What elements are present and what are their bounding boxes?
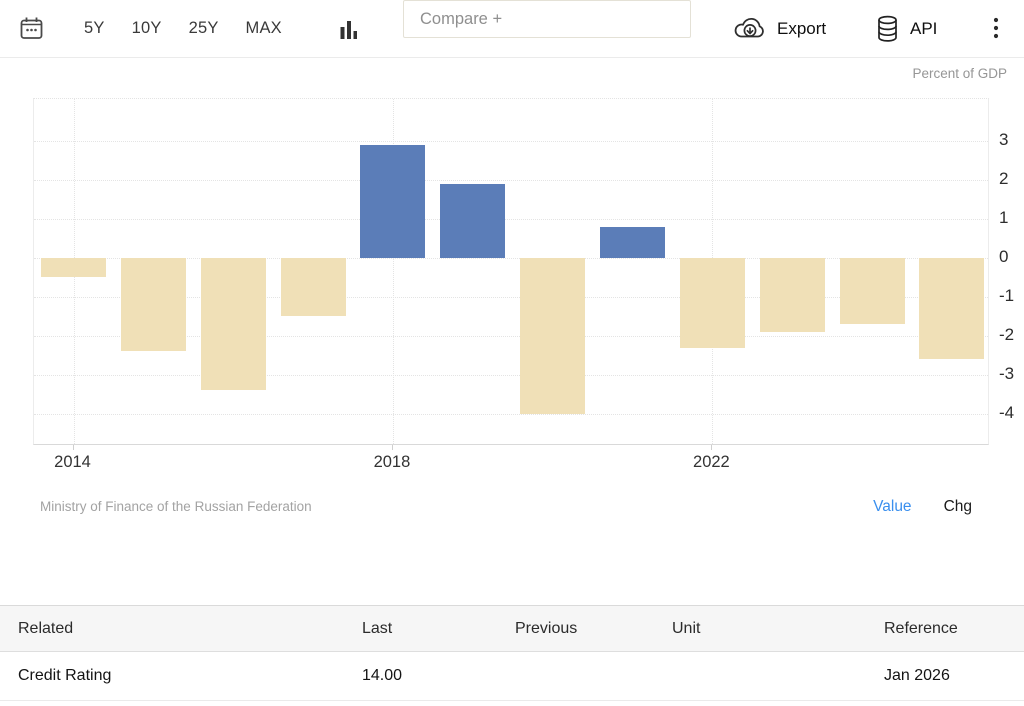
gridline-y-3: [34, 141, 988, 143]
bar-2016[interactable]: [200, 258, 266, 391]
x-axis-tick-2018: 2018: [373, 453, 411, 471]
compare-input[interactable]: [403, 0, 691, 38]
api-label: API: [910, 18, 938, 38]
y-axis-tick--3: -3: [999, 363, 1015, 383]
y-axis-tick--2: -2: [999, 324, 1015, 344]
chart-card: Percent of GDP Ministry of Finance of th…: [0, 58, 1024, 548]
related-table: Related Last Previous Unit Reference Cre…: [0, 605, 1024, 701]
cell-last: 14.00: [362, 667, 403, 684]
chart-toolbar: 5Y 10Y 25Y MAX: [0, 0, 1024, 58]
kebab-menu-icon: [990, 16, 1002, 42]
more-options-button[interactable]: [990, 16, 1002, 42]
gridline-y--3: [34, 374, 988, 376]
col-header-reference: Reference: [884, 619, 958, 637]
calendar-icon: [18, 15, 45, 43]
gridline-y--4: [34, 413, 988, 415]
y-axis-tick-2: 2: [999, 169, 1009, 189]
bar-chart-plot-area: [33, 98, 989, 445]
x-axis-tickmark-2014: [72, 445, 74, 450]
bar-2023[interactable]: [759, 258, 825, 332]
gridline-y-0: [34, 258, 988, 259]
range-25y-button[interactable]: 25Y: [188, 19, 219, 37]
calendar-button[interactable]: [18, 15, 45, 43]
database-icon: [875, 14, 900, 44]
bar-2020[interactable]: [520, 258, 586, 414]
value-toggle[interactable]: Value: [873, 498, 912, 515]
col-header-related: Related: [18, 619, 74, 637]
related-link-credit-rating[interactable]: Credit Rating: [18, 667, 112, 684]
related-table-header: Related Last Previous Unit Reference: [0, 605, 1024, 652]
cell-reference: Jan 2026: [884, 667, 950, 684]
range-buttons: 5Y 10Y 25Y MAX: [84, 0, 282, 57]
y-axis-tick-0: 0: [999, 247, 1009, 266]
api-button[interactable]: API: [875, 14, 937, 44]
bar-chart-icon: [338, 17, 359, 41]
bar-2025[interactable]: [919, 258, 985, 360]
chg-toggle[interactable]: Chg: [943, 498, 972, 515]
chart-type-button[interactable]: [338, 17, 359, 41]
compare-box: [403, 0, 691, 57]
export-label: Export: [777, 18, 827, 38]
value-chg-toggle: Value Chg: [873, 498, 972, 516]
gridline-y--2: [34, 335, 988, 337]
bar-2018[interactable]: [360, 145, 426, 258]
table-row: Credit Rating 14.00 Jan 2026: [0, 652, 1024, 701]
bar-2024[interactable]: [839, 258, 905, 325]
bar-2022[interactable]: [679, 258, 745, 348]
range-10y-button[interactable]: 10Y: [131, 19, 162, 37]
x-axis-tick-2022: 2022: [693, 453, 730, 471]
x-axis-tickmark-2022: [711, 445, 713, 450]
bar-2019[interactable]: [440, 183, 506, 258]
cloud-download-icon: [733, 16, 767, 41]
col-header-last: Last: [362, 619, 393, 637]
gridline-y--1: [34, 296, 988, 298]
y-axis-tick--1: -1: [999, 285, 1015, 305]
y-axis-tick--4: -4: [999, 402, 1015, 422]
x-axis-tick-2014: 2014: [54, 453, 91, 471]
gridline-y-1: [34, 219, 988, 221]
bar-2017[interactable]: [280, 258, 346, 317]
bar-2014[interactable]: [41, 258, 106, 278]
range-5y-button[interactable]: 5Y: [84, 19, 105, 37]
y-axis-tick-3: 3: [999, 130, 1009, 150]
col-header-previous: Previous: [515, 619, 578, 637]
bar-2015[interactable]: [120, 258, 186, 352]
x-axis-tickmark-2018: [391, 445, 393, 450]
gridline-y-2: [34, 180, 988, 182]
chart-unit-label: Percent of GDP: [912, 66, 1007, 81]
chart-source: Ministry of Finance of the Russian Feder…: [40, 499, 312, 514]
y-axis-tick-1: 1: [999, 208, 1009, 228]
col-header-unit: Unit: [672, 619, 701, 637]
range-max-button[interactable]: MAX: [245, 19, 282, 37]
export-button[interactable]: Export: [733, 16, 826, 41]
gridline-x-2018: [392, 99, 394, 444]
bar-2021[interactable]: [600, 226, 666, 258]
